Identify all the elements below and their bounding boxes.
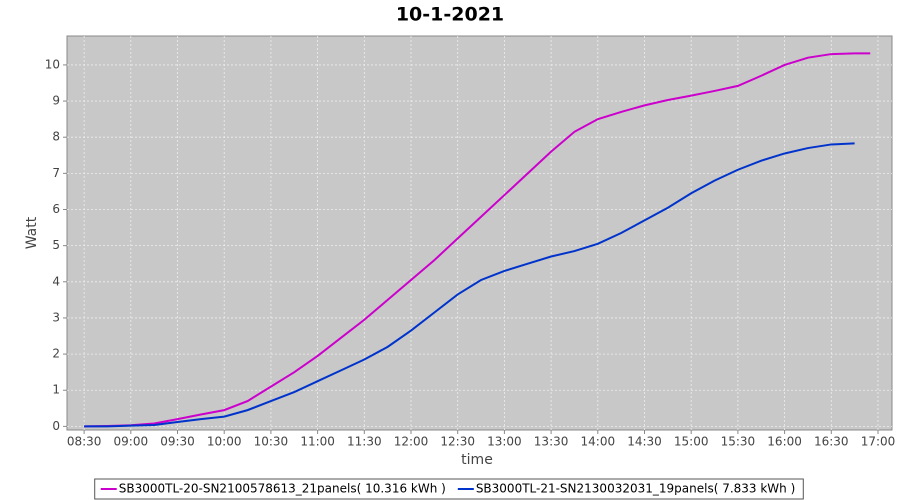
chart-title: 10-1-2021 [396,4,504,26]
plot-area [66,35,893,431]
y-axis-label: Watt [24,216,40,249]
y-tick-label: 4 [52,274,60,288]
x-axis-label: time [461,452,493,468]
x-tick-label: 09:00 [114,435,149,449]
legend: SB3000TL-20-SN2100578613_21panels( 10.31… [94,478,804,500]
x-tick-label: 11:30 [347,435,382,449]
y-tick-label: 9 [52,94,60,108]
x-tick-label: 15:30 [721,435,756,449]
legend-label: SB3000TL-21-SN2130032031_19panels( 7.833… [476,482,795,496]
y-tick-label: 7 [52,166,60,180]
x-tick-label: 15:00 [674,435,709,449]
x-tick-label: 14:00 [581,435,616,449]
x-tick-label: 16:30 [814,435,849,449]
x-tick-label: 10:00 [207,435,242,449]
x-tick-label: 08:30 [67,435,102,449]
y-tick-label: 10 [45,57,60,71]
y-tick-label: 1 [52,383,60,397]
x-tick-label: 09:30 [160,435,195,449]
y-tick-label: 5 [52,238,60,252]
y-tick-label: 8 [52,130,60,144]
y-tick-label: 2 [52,347,60,361]
series-line [84,52,871,428]
x-tick-label: 14:30 [627,435,662,449]
x-tick-label: 10:30 [254,435,289,449]
legend-box [94,478,804,500]
legend-label: SB3000TL-20-SN2100578613_21panels( 10.31… [119,482,446,496]
series-line [84,142,855,428]
y-tick-label: 6 [52,202,60,216]
x-tick-label: 12:00 [394,435,429,449]
x-tick-label: 12:30 [440,435,475,449]
x-tick-label: 13:00 [487,435,522,449]
x-tick-label: 16:00 [767,435,802,449]
y-tick-label: 3 [52,310,60,324]
y-tick-label: 0 [52,419,60,433]
x-tick-label: 11:00 [300,435,335,449]
x-tick-label: 13:30 [534,435,569,449]
x-tick-label: 17:00 [861,435,896,449]
